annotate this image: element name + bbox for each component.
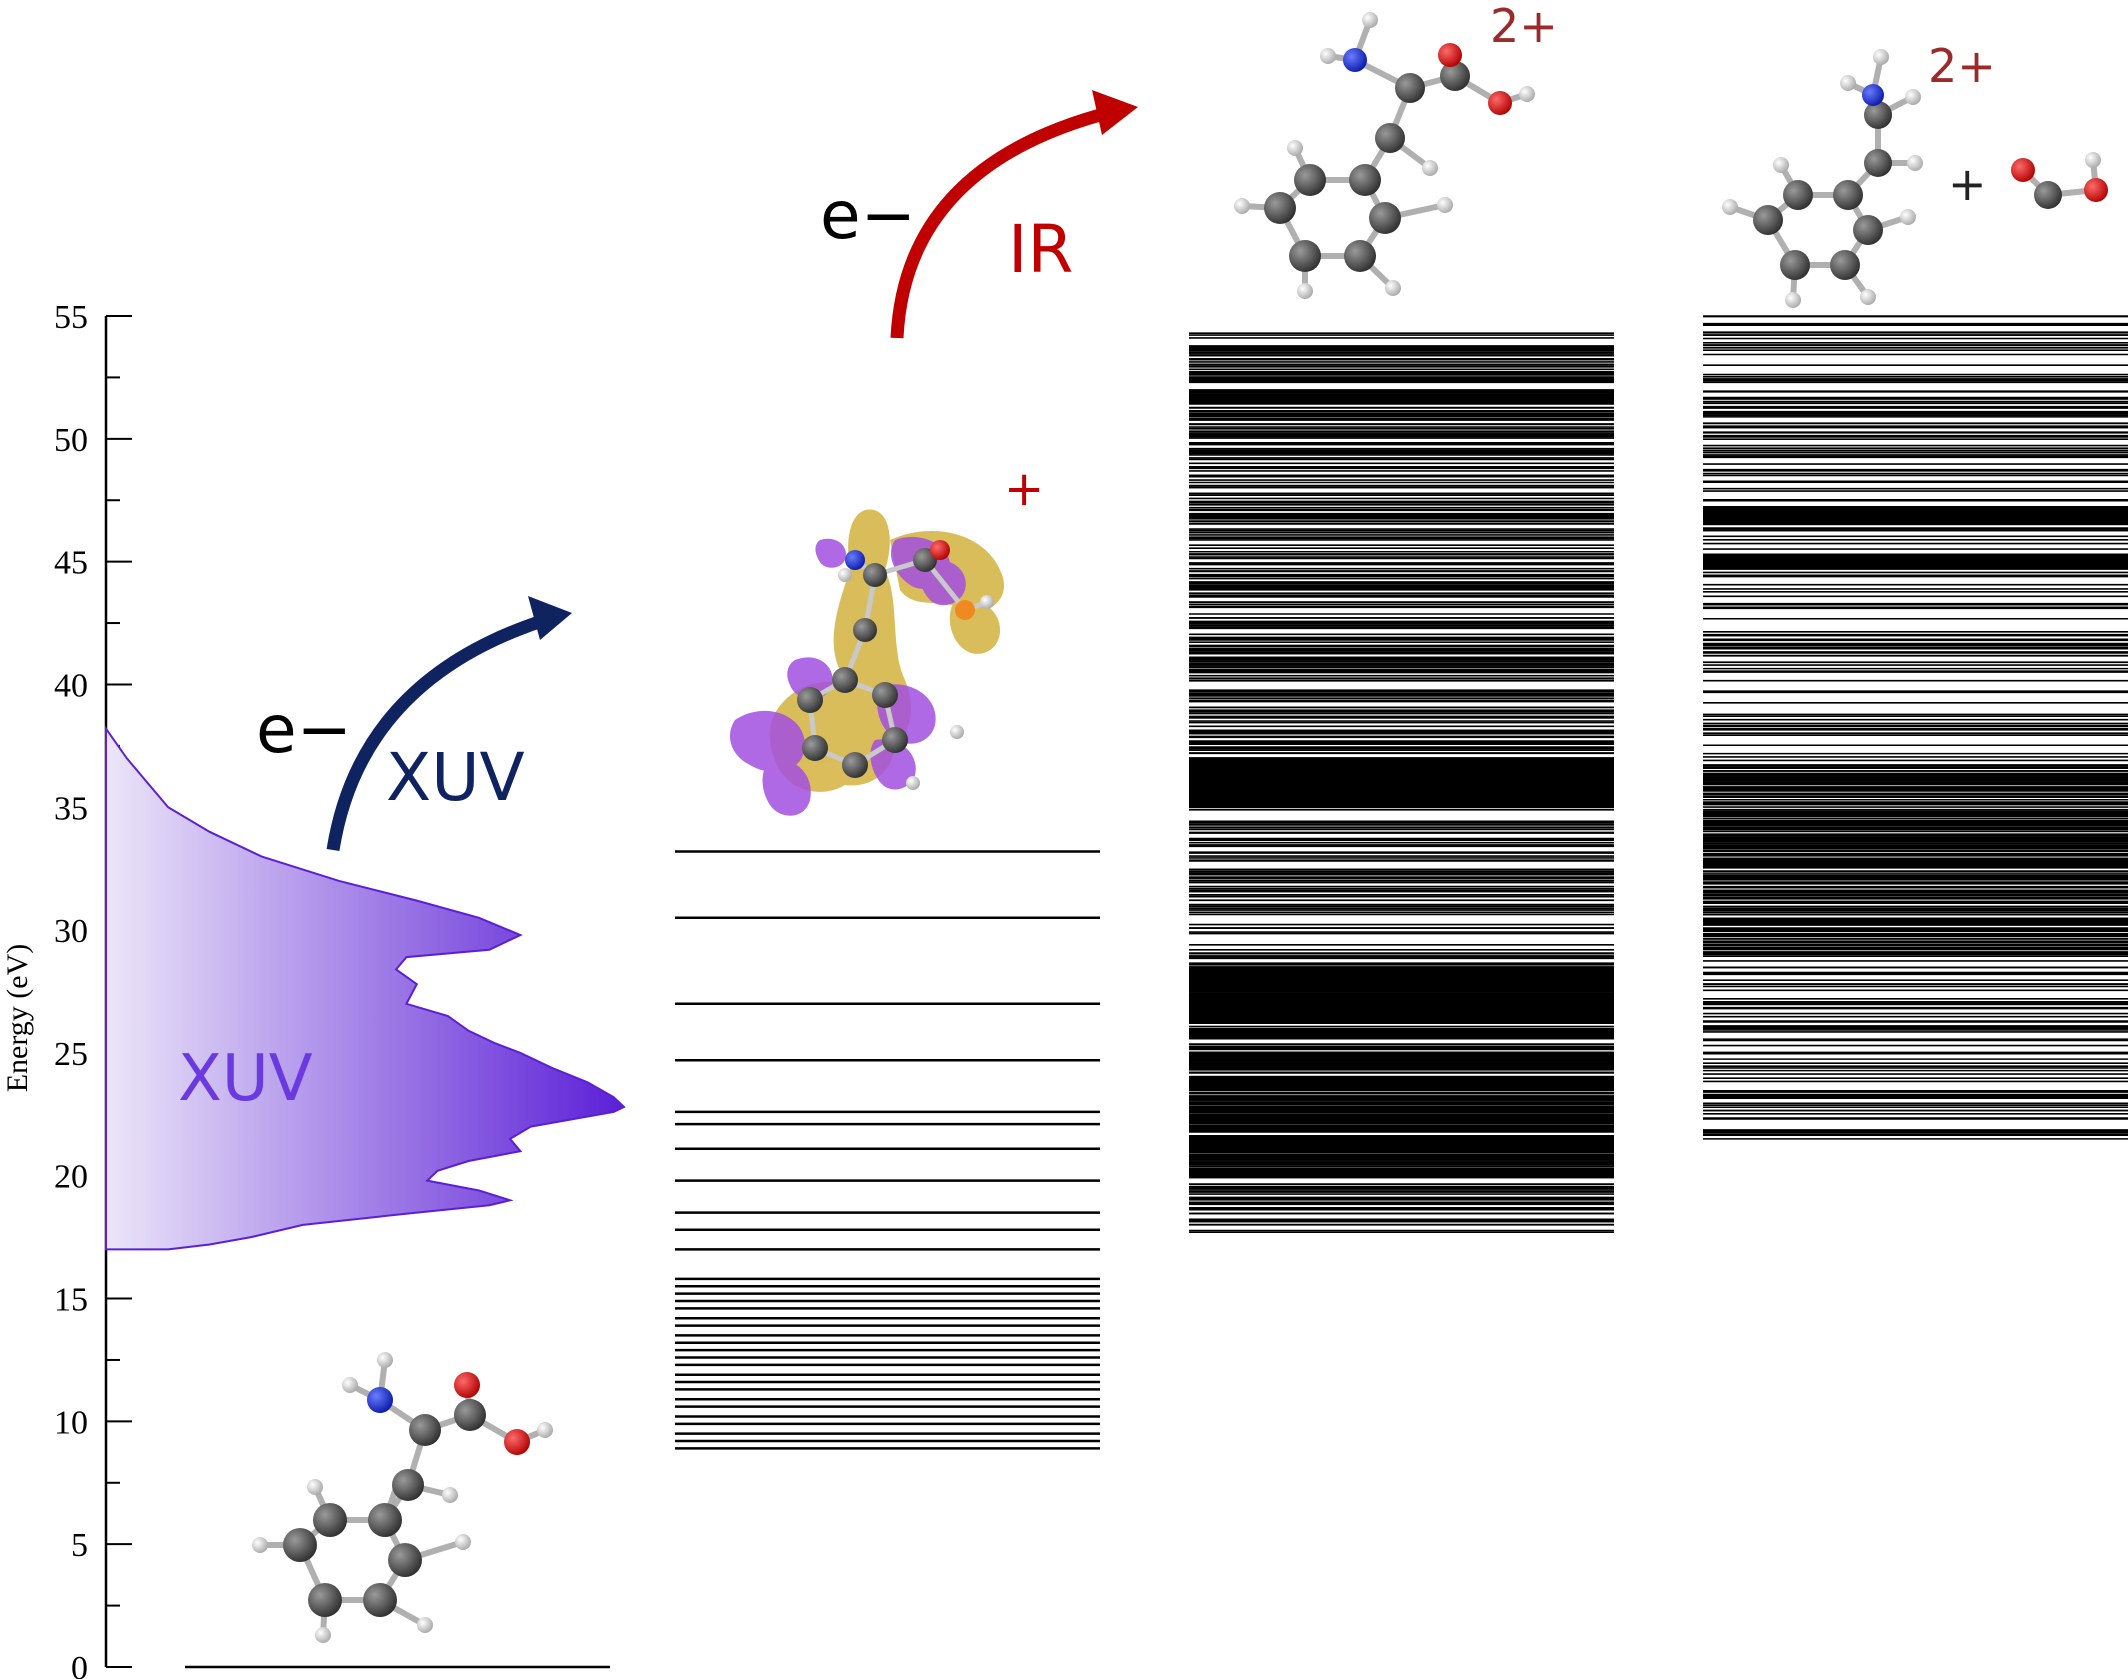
electron-label-ir: e− (820, 177, 916, 254)
xuv-spectrum-label: XUV (178, 1042, 313, 1116)
dication-molecule-image (1234, 12, 1535, 299)
tick-label: 15 (54, 1282, 88, 1319)
cation-charge-label: + (1004, 461, 1044, 517)
ir-ionization-arrow (890, 90, 1138, 339)
tick-label: 25 (54, 1036, 88, 1073)
tick-label: 40 (54, 667, 88, 704)
tick-label: 20 (54, 1159, 88, 1196)
tick-label: 35 (54, 790, 88, 827)
neutral-molecule-image (252, 1352, 553, 1643)
tick-label: 55 (54, 299, 88, 336)
tick-label: 10 (54, 1404, 88, 1441)
tick-label: 50 (54, 422, 88, 459)
dication-charge-label: 2+ (1490, 0, 1558, 53)
fragment-levels (1703, 315, 2128, 1140)
tick-label: 45 (54, 545, 88, 582)
tick-label: 5 (71, 1527, 88, 1564)
electron-label-xuv: e− (256, 691, 352, 768)
tick-label: 30 (54, 913, 88, 950)
fragment-charge-label: 2+ (1928, 39, 1996, 93)
xuv-ionization-arrow (326, 596, 572, 852)
xuv-spectrum-area (105, 725, 626, 1251)
fragment-plus-label: + (1948, 157, 1987, 211)
cation-hole-density-image (730, 509, 1005, 816)
axis-title: Energy (eV) (1, 944, 34, 1093)
tick-label: 0 (71, 1650, 88, 1679)
fragment-molecules-image (1722, 49, 2108, 308)
xuv-spectrum (105, 725, 626, 1251)
ir-arrow-label: IR (1008, 211, 1073, 288)
energy-axis: 0 5 10 15 20 25 30 35 40 45 50 55 (54, 299, 132, 1679)
cation-levels (675, 850, 1100, 1450)
dication-levels (1189, 332, 1614, 1234)
xuv-arrow-label: XUV (386, 739, 525, 816)
